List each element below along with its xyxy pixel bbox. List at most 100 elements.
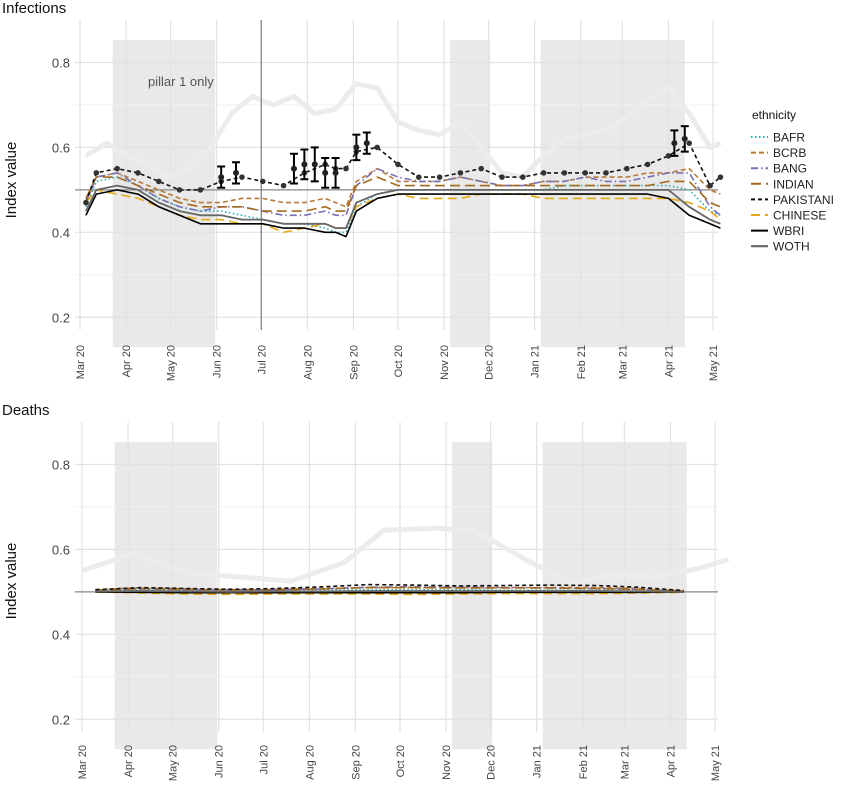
deaths-panel: Deaths Index value 0.2 0.4 0.6 0.8 Mar 20 Apr… bbox=[2, 402, 730, 781]
infections-series-pakistani bbox=[85, 142, 721, 203]
legend-title: ethnicity bbox=[752, 108, 796, 122]
infections-point-pakistani bbox=[540, 170, 547, 176]
infections-errorbar bbox=[321, 157, 330, 189]
infections-errorbar-point bbox=[218, 174, 225, 181]
infections-point-pakistani bbox=[415, 174, 422, 180]
infections-x-tick-label: Aug 20 bbox=[302, 345, 314, 380]
infections-x-tick-label: May 20 bbox=[166, 345, 178, 381]
infections-point-pakistani bbox=[176, 187, 183, 193]
infections-x-tick-label: May 21 bbox=[708, 345, 720, 381]
legend-label-pakistani: PAKISTANI bbox=[773, 193, 834, 207]
legend-item-wbri: WBRI bbox=[751, 224, 804, 238]
infections-point-pakistani bbox=[197, 187, 204, 193]
infections-series-bang bbox=[85, 167, 721, 217]
legend-item-chinese: CHINESE bbox=[751, 209, 826, 223]
infections-point-pakistani bbox=[114, 165, 120, 172]
infections-point-pakistani bbox=[374, 144, 380, 151]
infections-x-tick-label: Dec 20 bbox=[484, 345, 496, 380]
infections-errorbar bbox=[362, 131, 371, 155]
infections-x-tick-label: Oct 20 bbox=[393, 345, 405, 377]
infections-point-pakistani bbox=[686, 140, 693, 146]
infections-y-axis-title: Index value bbox=[3, 142, 20, 219]
infections-point-pakistani bbox=[93, 170, 100, 176]
deaths-x-tick-label: Feb 21 bbox=[578, 745, 590, 779]
legend-label-wbri: WBRI bbox=[773, 224, 804, 238]
infections-point-pakistani bbox=[582, 170, 589, 176]
deaths-y-tick-label: 0.6 bbox=[52, 542, 70, 557]
legend-item-indian: INDIAN bbox=[751, 177, 814, 191]
legend-label-chinese: CHINESE bbox=[773, 209, 826, 223]
infections-point-pakistani bbox=[280, 182, 287, 189]
deaths-x-tick-label: Oct 20 bbox=[395, 745, 407, 777]
deaths-x-tick-label: Apr 21 bbox=[665, 745, 677, 777]
infections-y-tick-label: 0.6 bbox=[52, 140, 70, 155]
infections-point-pakistani bbox=[644, 161, 651, 168]
infections-x-tick-label: Mar 21 bbox=[617, 345, 629, 379]
deaths-series-indian bbox=[95, 586, 684, 592]
infections-x-tick-label: Jun 20 bbox=[212, 345, 224, 378]
deaths-shaded-period-0 bbox=[114, 442, 218, 750]
infections-point-pakistani bbox=[395, 161, 401, 168]
deaths-x-tick-label: Jan 21 bbox=[532, 745, 544, 778]
deaths-x-tick-label: Aug 20 bbox=[304, 745, 316, 780]
infections-x-tick-label: Apr 20 bbox=[121, 345, 133, 377]
deaths-x-tick-label: Mar 20 bbox=[77, 745, 89, 779]
infections-point-pakistani bbox=[135, 170, 141, 176]
legend-label-bcrb: BCRB bbox=[773, 146, 806, 160]
infections-y-tick-label: 0.4 bbox=[52, 225, 70, 240]
infections-errorbar-point bbox=[681, 135, 688, 142]
deaths-series-pakistani bbox=[95, 583, 684, 592]
deaths-x-tick-label: Dec 20 bbox=[486, 745, 498, 780]
infections-x-tick-label: Jul 20 bbox=[256, 345, 268, 374]
deaths-y-tick-label: 0.2 bbox=[52, 712, 70, 727]
infections-y-tick-label: 0.8 bbox=[52, 55, 70, 70]
infections-x-tick-label: Apr 21 bbox=[663, 345, 675, 377]
infections-errorbar-point bbox=[290, 165, 297, 172]
infections-series-woth bbox=[85, 184, 721, 229]
infections-x-tick-label: Mar 20 bbox=[75, 345, 87, 379]
infections-point-pakistani bbox=[259, 178, 266, 185]
legend-label-woth: WOTH bbox=[773, 240, 810, 254]
infections-errorbar-point bbox=[353, 144, 360, 151]
infections-point-pakistani bbox=[561, 170, 568, 176]
infections-errorbar bbox=[680, 125, 689, 153]
deaths-series-chinese bbox=[95, 591, 684, 596]
pillar-annotation: pillar 1 only bbox=[148, 74, 214, 89]
infections-errorbar bbox=[217, 165, 226, 189]
infections-errorbar-point bbox=[671, 140, 678, 147]
legend-item-woth: WOTH bbox=[751, 240, 810, 254]
deaths-title: Deaths bbox=[2, 402, 50, 419]
legend-item-pakistani: PAKISTANI bbox=[751, 193, 834, 207]
deaths-y-tick-label: 0.8 bbox=[52, 457, 70, 472]
infections-title: Infections bbox=[2, 0, 66, 17]
infections-point-pakistani bbox=[436, 174, 443, 180]
infections-errorbar bbox=[289, 152, 298, 185]
infections-errorbar bbox=[232, 161, 241, 185]
infections-errorbar-point bbox=[363, 140, 370, 147]
infections-point-pakistani bbox=[499, 174, 505, 180]
deaths-y-axis-title: Index value bbox=[3, 543, 20, 620]
infections-x-tick-label: Sep 20 bbox=[348, 345, 360, 380]
infections-errorbar-point bbox=[311, 161, 318, 168]
infections-errorbar bbox=[300, 148, 309, 181]
legend-label-indian: INDIAN bbox=[773, 177, 814, 191]
legend-item-bang: BANG bbox=[751, 162, 807, 176]
infections-errorbar-point bbox=[332, 169, 339, 176]
infections-point-pakistani bbox=[155, 178, 162, 185]
infections-shaded-period-0 bbox=[112, 40, 216, 348]
deaths-x-tick-label: May 21 bbox=[710, 745, 722, 781]
infections-point-pakistani bbox=[520, 174, 526, 180]
deaths-series-wbri bbox=[95, 591, 684, 594]
infections-point-pakistani bbox=[624, 165, 630, 172]
deaths-background-series bbox=[81, 525, 730, 586]
infections-series-chinese bbox=[85, 189, 721, 234]
deaths-x-tick-label: May 20 bbox=[168, 745, 180, 781]
infections-errorbar bbox=[352, 133, 361, 162]
deaths-x-tick-label: Apr 20 bbox=[123, 745, 135, 777]
infections-point-pakistani bbox=[478, 165, 484, 172]
infections-background-series bbox=[84, 81, 722, 180]
infections-errorbar-point bbox=[233, 169, 240, 176]
deaths-y-tick-label: 0.4 bbox=[52, 627, 70, 642]
legend-item-bcrb: BCRB bbox=[751, 146, 806, 160]
